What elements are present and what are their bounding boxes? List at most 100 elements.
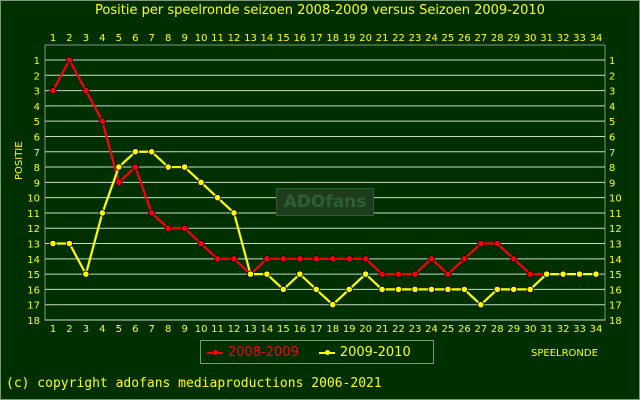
point-2009-2010-22 — [394, 285, 403, 294]
y-tick-right-13: 13 — [609, 240, 622, 251]
y-tick-left-1: 1 — [34, 56, 40, 67]
legend-item-2009: 2009-2010 — [318, 345, 411, 360]
x-tick-top-10: 10 — [195, 33, 208, 44]
legend-swatch-2008 — [207, 347, 223, 357]
point-2009-2010-5 — [115, 163, 123, 171]
x-tick-bottom-12: 12 — [228, 324, 241, 335]
point-2008-2009-4 — [98, 117, 106, 125]
point-2008-2009-9 — [181, 224, 189, 232]
point-2009-2010-24 — [427, 285, 436, 294]
point-2008-2009-17 — [312, 255, 320, 263]
y-tick-left-10: 10 — [27, 194, 40, 205]
series-line-2009-2010 — [53, 150, 596, 306]
point-2009-2010-21 — [378, 285, 386, 294]
point-2009-2010-2 — [65, 239, 74, 248]
y-tick-right-12: 12 — [609, 224, 622, 235]
point-2008-2009-18 — [329, 255, 337, 263]
point-2009-2010-1 — [49, 239, 57, 248]
copyright-text: (c) copyright adofans mediaproductions 2… — [6, 376, 382, 391]
point-2008-2009-14 — [263, 255, 271, 263]
y-tick-right-17: 17 — [609, 301, 622, 312]
point-2009-2010-3 — [82, 270, 90, 278]
y-tick-left-6: 6 — [34, 132, 40, 143]
point-2008-2009-30 — [526, 270, 534, 278]
point-2008-2009-25 — [444, 270, 452, 278]
y-tick-left-7: 7 — [34, 148, 40, 159]
y-tick-left-13: 13 — [27, 240, 40, 251]
y-tick-left-11: 11 — [27, 209, 40, 220]
x-tick-top-20: 20 — [359, 33, 372, 44]
point-2009-2010-33 — [575, 270, 584, 278]
x-tick-bottom-15: 15 — [277, 324, 290, 335]
x-tick-top-8: 8 — [165, 33, 171, 44]
y-tick-right-7: 7 — [609, 148, 615, 159]
y-tick-left-17: 17 — [27, 301, 40, 312]
y-tick-right-10: 10 — [609, 194, 622, 205]
point-2009-2010-8 — [164, 163, 172, 171]
x-tick-bottom-14: 14 — [261, 324, 274, 335]
point-2008-2009-15 — [279, 255, 287, 263]
point-2009-2010-10 — [197, 178, 205, 186]
x-tick-bottom-3: 3 — [83, 324, 89, 335]
x-tick-top-7: 7 — [149, 33, 155, 44]
x-tick-top-18: 18 — [326, 33, 339, 44]
series-line-2008-2009 — [52, 58, 564, 276]
y-tick-right-9: 9 — [609, 178, 615, 189]
x-tick-top-17: 17 — [310, 33, 323, 44]
point-2009-2010-20 — [362, 270, 370, 278]
watermark-logo: ADOfans — [276, 188, 374, 216]
x-tick-top-12: 12 — [228, 33, 241, 44]
x-tick-top-29: 29 — [507, 33, 520, 44]
point-2009-2010-23 — [411, 285, 419, 294]
y-tick-left-8: 8 — [34, 163, 40, 174]
x-tick-top-2: 2 — [66, 33, 72, 44]
x-tick-bottom-27: 27 — [474, 324, 487, 335]
x-tick-top-32: 32 — [557, 33, 570, 44]
point-2008-2009-2 — [65, 56, 74, 64]
point-2009-2010-9 — [181, 163, 189, 171]
x-tick-bottom-11: 11 — [211, 324, 224, 335]
x-tick-top-28: 28 — [491, 33, 504, 44]
x-tick-bottom-20: 20 — [359, 324, 372, 335]
y-tick-left-2: 2 — [34, 71, 40, 82]
y-tick-left-9: 9 — [34, 178, 40, 189]
x-tick-bottom-1: 1 — [50, 324, 56, 335]
x-tick-top-15: 15 — [277, 33, 290, 44]
x-tick-bottom-34: 34 — [590, 324, 603, 335]
x-tick-top-31: 31 — [540, 33, 553, 44]
point-2008-2009-1 — [49, 86, 57, 95]
y-tick-right-3: 3 — [609, 87, 615, 98]
point-2008-2009-6 — [131, 163, 139, 171]
x-tick-top-1: 1 — [50, 33, 56, 44]
x-tick-bottom-7: 7 — [149, 324, 155, 335]
x-tick-bottom-31: 31 — [540, 324, 553, 335]
point-2008-2009-23 — [411, 270, 419, 278]
point-2008-2009-10 — [197, 239, 205, 248]
y-tick-right-6: 6 — [609, 132, 615, 143]
x-tick-top-16: 16 — [293, 33, 306, 44]
y-tick-right-16: 16 — [609, 285, 622, 296]
point-2009-2010-11 — [213, 194, 222, 202]
x-tick-top-23: 23 — [409, 33, 422, 44]
point-2009-2010-16 — [296, 270, 304, 278]
x-tick-bottom-6: 6 — [132, 324, 138, 335]
x-tick-top-27: 27 — [474, 33, 487, 44]
point-2009-2010-18 — [329, 301, 337, 309]
y-tick-right-8: 8 — [609, 163, 615, 174]
x-tick-bottom-19: 19 — [343, 324, 356, 335]
y-tick-left-3: 3 — [34, 87, 40, 98]
x-tick-bottom-13: 13 — [244, 324, 257, 335]
x-tick-top-4: 4 — [99, 33, 105, 44]
point-2008-2009-19 — [345, 255, 353, 263]
y-tick-right-4: 4 — [609, 102, 615, 113]
point-2008-2009-27 — [477, 239, 485, 248]
x-tick-top-6: 6 — [132, 33, 138, 44]
y-tick-left-18: 18 — [27, 316, 40, 327]
point-2009-2010-4 — [98, 209, 106, 217]
x-tick-bottom-2: 2 — [66, 324, 72, 335]
legend-item-2008: 2008-2009 — [207, 345, 299, 360]
point-2008-2009-3 — [82, 86, 90, 95]
x-tick-bottom-22: 22 — [392, 324, 405, 335]
point-2009-2010-25 — [444, 285, 452, 294]
